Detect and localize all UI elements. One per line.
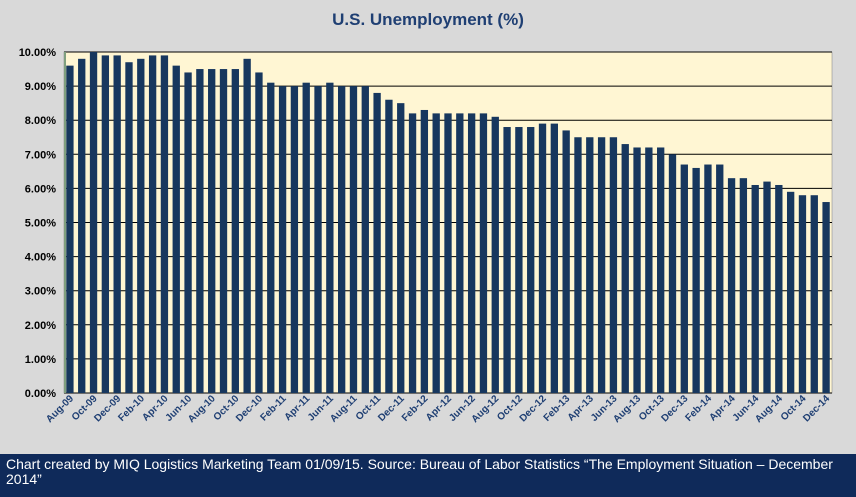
bar <box>337 86 346 393</box>
bar <box>184 72 192 394</box>
bar <box>550 123 559 394</box>
bar <box>420 109 429 393</box>
y-tick-label: 2.00% <box>25 320 56 332</box>
bar <box>574 137 582 393</box>
y-tick-label: 5.00% <box>25 218 56 230</box>
chart-title: U.S. Unemployment (%) <box>332 10 524 29</box>
bar <box>385 99 393 394</box>
bar <box>727 178 736 393</box>
y-tick-label: 3.00% <box>25 286 56 298</box>
y-tick-label: 9.00% <box>25 81 56 93</box>
bar <box>302 82 310 393</box>
bar <box>763 181 771 393</box>
bar <box>503 127 511 394</box>
bar <box>78 58 86 393</box>
bar <box>680 164 688 393</box>
bar <box>645 147 653 393</box>
bar <box>467 113 476 393</box>
bar <box>515 127 523 394</box>
bar <box>243 58 251 393</box>
bar <box>491 116 499 393</box>
bar <box>361 86 369 393</box>
bar <box>597 137 606 393</box>
bar <box>586 137 594 393</box>
bar <box>89 52 98 393</box>
bar <box>704 164 712 393</box>
y-tick-label: 10.00% <box>19 47 57 59</box>
y-tick-label: 4.00% <box>25 252 56 264</box>
bar-series <box>66 52 830 394</box>
bar <box>786 191 795 393</box>
bar <box>267 82 275 393</box>
unemployment-chart: U.S. Unemployment (%) 0.00% 1.00% 2.00% 3.0… <box>19 10 833 425</box>
bar <box>196 69 204 394</box>
bar <box>373 92 381 394</box>
bar <box>657 147 665 393</box>
bar <box>775 184 783 393</box>
x-tick-label: Dec-10 <box>234 393 265 424</box>
bar <box>397 103 405 394</box>
bar <box>444 113 452 393</box>
bar <box>633 147 641 393</box>
bar <box>456 113 464 393</box>
bar <box>113 55 121 393</box>
bar <box>527 127 535 394</box>
bar <box>314 86 322 393</box>
bar <box>538 123 547 394</box>
bar <box>208 69 216 394</box>
bar <box>562 130 570 393</box>
bar <box>278 86 287 393</box>
bar <box>160 55 169 393</box>
x-tick-label: Aug-11 <box>328 393 360 425</box>
bar <box>609 137 618 393</box>
bar <box>231 69 239 394</box>
bar <box>349 86 358 393</box>
bar <box>479 113 488 393</box>
bar <box>408 113 417 393</box>
x-tick-label: Feb-11 <box>259 393 289 423</box>
x-axis-ticks: Aug-09Oct-09Dec-09Feb-10Apr-10Jun-10Aug-… <box>44 393 832 425</box>
bar <box>326 82 334 393</box>
bar <box>290 86 299 393</box>
bar <box>219 69 228 394</box>
bar <box>101 55 110 393</box>
bar <box>739 178 748 393</box>
y-tick-label: 0.00% <box>25 388 56 400</box>
bar <box>148 55 157 393</box>
bar <box>668 154 677 393</box>
bar <box>255 72 263 394</box>
x-tick-label: Dec-14 <box>801 393 832 424</box>
bar <box>810 195 818 393</box>
y-tick-label: 8.00% <box>25 115 56 127</box>
bar <box>432 113 440 393</box>
y-tick-label: 6.00% <box>25 183 56 195</box>
y-axis-ticks: 0.00% 1.00% 2.00% 3.00% 4.00% 5.00% 6.00% 7.00%… <box>19 47 57 400</box>
y-tick-label: 7.00% <box>25 149 56 161</box>
bar <box>125 62 133 393</box>
bar <box>822 202 830 393</box>
bar <box>66 65 74 393</box>
bar <box>751 184 759 393</box>
bar <box>692 167 700 393</box>
source-footer: Chart created by MIQ Logistics Marketing… <box>0 454 856 497</box>
bar <box>621 144 629 393</box>
bar <box>137 58 145 393</box>
bar <box>798 195 807 393</box>
bar <box>716 164 724 393</box>
y-tick-label: 1.00% <box>25 354 56 366</box>
bar <box>172 65 180 393</box>
